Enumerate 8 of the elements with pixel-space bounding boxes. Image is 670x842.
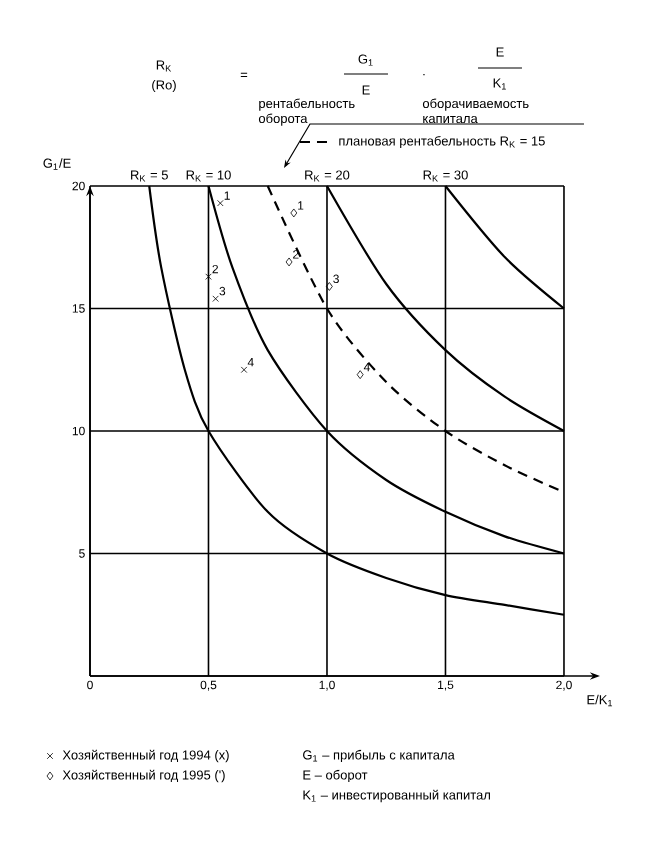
point xyxy=(205,273,212,280)
point xyxy=(285,257,293,267)
point xyxy=(212,295,219,302)
point xyxy=(356,370,364,380)
point xyxy=(325,282,333,291)
point xyxy=(240,366,248,373)
point xyxy=(217,199,224,207)
point xyxy=(290,208,298,218)
